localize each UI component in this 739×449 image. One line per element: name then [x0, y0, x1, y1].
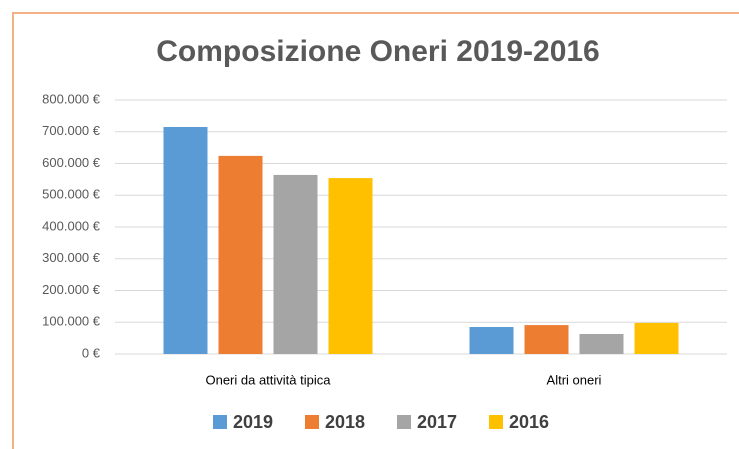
y-tick-label: 600.000 €	[42, 155, 101, 170]
y-tick-label: 200.000 €	[42, 282, 101, 297]
bar	[524, 325, 569, 354]
chart-border	[12, 12, 739, 449]
y-tick-label: 400.000 €	[42, 218, 101, 233]
legend-label: 2018	[325, 412, 365, 432]
y-tick-label: 300.000 €	[42, 250, 101, 265]
chart-title: Composizione Oneri 2019-2016	[156, 35, 600, 68]
y-tick-label: 700.000 €	[42, 123, 101, 138]
bar	[163, 126, 208, 354]
bar	[579, 333, 624, 354]
legend-swatch	[489, 415, 503, 429]
y-tick-label: 500.000 €	[42, 187, 101, 202]
bar	[469, 327, 514, 354]
y-tick-label: 100.000 €	[42, 314, 101, 329]
bar	[218, 155, 263, 354]
bar	[273, 174, 318, 354]
y-tick-label: 800.000 €	[42, 91, 101, 106]
y-tick-label: 0 €	[82, 345, 101, 360]
legend-swatch	[305, 415, 319, 429]
legend-label: 2019	[233, 412, 273, 432]
x-tick-label: Oneri da attività tipica	[205, 372, 331, 387]
legend-label: 2016	[509, 412, 549, 432]
x-tick-label: Altri oneri	[547, 372, 602, 387]
legend-swatch	[213, 415, 227, 429]
legend-label: 2017	[417, 412, 457, 432]
bar	[328, 178, 373, 354]
legend-swatch	[397, 415, 411, 429]
bar	[634, 322, 679, 354]
